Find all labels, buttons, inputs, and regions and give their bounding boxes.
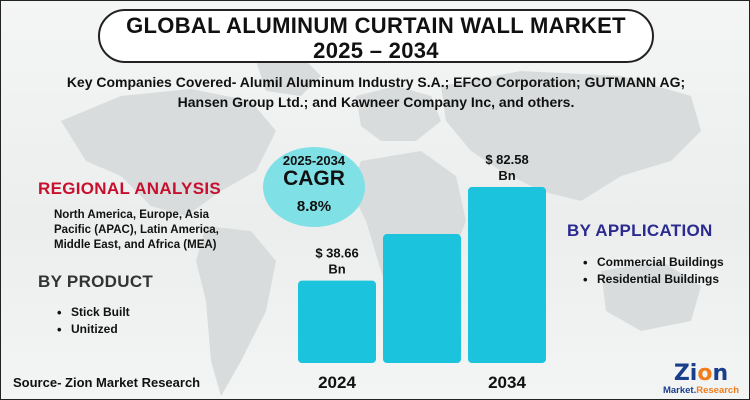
category-label-2024: 2024 bbox=[318, 373, 356, 392]
application-item-residential: Residential Buildings bbox=[581, 271, 724, 288]
map-europe bbox=[356, 86, 441, 141]
cagr-value: 8.8% bbox=[296, 198, 332, 215]
product-item-stick-built: Stick Built bbox=[55, 304, 130, 321]
key-companies-text: Key Companies Covered- Alumil Aluminum I… bbox=[31, 72, 721, 112]
category-label-2034: 2034 bbox=[488, 373, 526, 392]
regions-line-3: Middle East, and Africa (MEA) bbox=[54, 239, 217, 251]
bar-middle bbox=[383, 234, 461, 363]
companies-line-2: Hansen Group Ltd.; and Kawneer Company I… bbox=[177, 94, 575, 110]
companies-line-1: Key Companies Covered- Alumil Aluminum I… bbox=[66, 74, 686, 90]
regions-line-2: Pacific (APAC), Latin America, bbox=[54, 224, 219, 236]
data-label-2034-value: $ 82.58 bbox=[485, 152, 528, 167]
data-label-2034-unit: Bn bbox=[498, 168, 515, 183]
bar-2034 bbox=[468, 187, 546, 363]
data-label-2024-value: $ 38.66 bbox=[315, 246, 358, 261]
title-line-1: GLOBAL ALUMINUM CURTAIN WALL MARKET bbox=[126, 13, 626, 38]
map-north-america bbox=[61, 89, 276, 216]
product-item-unitized: Unitized bbox=[55, 321, 130, 338]
cagr-label: CAGR bbox=[283, 167, 345, 190]
bar-2024 bbox=[298, 280, 376, 363]
data-label-2024-unit: Bn bbox=[328, 262, 345, 277]
source-text: Source- Zion Market Research bbox=[13, 375, 201, 390]
application-item-commercial: Commercial Buildings bbox=[581, 254, 724, 271]
by-product-heading: BY PRODUCT bbox=[38, 272, 154, 291]
cagr-badge: 2025-2034 CAGR 8.8% bbox=[263, 147, 365, 227]
cagr-period: 2025-2034 bbox=[282, 153, 346, 168]
zion-logo: Zion Market.Research bbox=[661, 363, 741, 399]
map-south-america bbox=[196, 226, 276, 396]
product-list: Stick Built Unitized bbox=[55, 304, 130, 338]
regional-analysis-heading: REGIONAL ANALYSIS bbox=[38, 179, 222, 198]
by-application-heading: BY APPLICATION bbox=[567, 221, 713, 240]
logo-subtext: Market.Research bbox=[662, 385, 740, 396]
application-list: Commercial Buildings Residential Buildin… bbox=[581, 254, 724, 288]
logo-wordmark: Zion bbox=[673, 361, 729, 386]
regions-line-1: North America, Europe, Asia bbox=[54, 209, 210, 221]
regional-analysis-text: North America, Europe, Asia Pacific (APA… bbox=[54, 208, 254, 253]
title-banner: GLOBAL ALUMINUM CURTAIN WALL MARKET 2025… bbox=[98, 9, 654, 63]
map-greenland bbox=[256, 56, 321, 96]
map-asia bbox=[441, 71, 701, 201]
title-line-2: 2025 – 2034 bbox=[313, 38, 439, 63]
